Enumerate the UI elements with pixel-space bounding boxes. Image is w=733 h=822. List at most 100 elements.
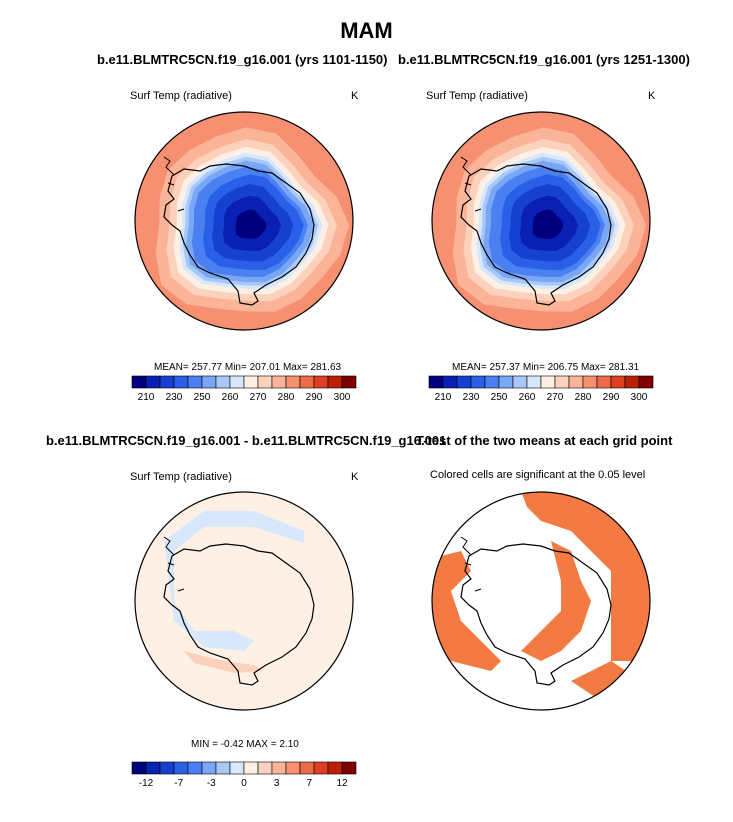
panel3-colorbar-swatch-5 [201, 761, 217, 775]
panel3-colorbar-swatch-7 [229, 761, 245, 775]
temperature-contour-band-10 [532, 209, 564, 239]
panel1-colorbar-swatch-3 [173, 375, 189, 389]
panel3-colorbar-tick-label: 0 [241, 778, 247, 789]
panel2-colorbar-tick-label: 230 [463, 392, 480, 403]
antarctica-coastline-islands [167, 182, 185, 212]
main-title: MAM [340, 18, 393, 43]
panel1-colorbar-swatch-9 [257, 375, 273, 389]
panel2-colorbar-swatch-7 [526, 375, 542, 389]
panel3-colorbar-tick-label: 12 [336, 778, 348, 789]
panel3-colorbar-tick-label: 7 [307, 778, 313, 789]
panel1-colorbar-swatch-10 [271, 375, 287, 389]
panel4-title: T-test of the two means at each grid poi… [416, 433, 673, 448]
panel1-colorbar-swatch-2 [159, 375, 175, 389]
panel2-variable-label: Surf Temp (radiative) [426, 90, 528, 102]
panel3-colorbar-swatch-3 [173, 761, 189, 775]
panel3-colorbar-swatch-14 [327, 761, 343, 775]
panel2-colorbar-swatch-4 [484, 375, 500, 389]
panel3-colorbar-swatch-15 [341, 761, 357, 775]
panel1-colorbar-swatch-0 [131, 375, 147, 389]
panel2-colorbar-tick-label: 260 [519, 392, 536, 403]
panel1-colorbar-swatch-15 [341, 375, 357, 389]
panel2-map-border [431, 111, 651, 331]
panel3-title: b.e11.BLMTRC5CN.f19_g16.001 - b.e11.BLMT… [46, 433, 447, 448]
panel2-colorbar-swatch-13 [610, 375, 626, 389]
panel1-colorbar-tick-label: 270 [250, 392, 267, 403]
panel3-colorbar-swatch-9 [257, 761, 273, 775]
panel3-variable-label: Surf Temp (radiative) [130, 471, 232, 483]
panel2-colorbar-tick-label: 270 [547, 392, 564, 403]
warm-difference-region [184, 651, 264, 673]
panel2-colorbar-swatch-15 [638, 375, 654, 389]
antarctica-coastline-islands [464, 562, 482, 592]
panel2-title: b.e11.BLMTRC5CN.f19_g16.001 (yrs 1251-13… [398, 52, 690, 67]
significant-cells-region-4 [571, 661, 641, 701]
antarctica-coastline-islands [167, 562, 185, 592]
panel2-colorbar-swatch-8 [540, 375, 556, 389]
panel3-colorbar-swatch-12 [299, 761, 315, 775]
panel2-colorbar-swatch-1 [442, 375, 458, 389]
panel2-colorbar-swatch-11 [582, 375, 598, 389]
panel2-map-content [432, 112, 650, 330]
panel2-colorbar-swatch-2 [456, 375, 472, 389]
panel2-colorbar-swatch-10 [568, 375, 584, 389]
panel1-colorbar-tick-label: 300 [334, 392, 351, 403]
panel4-significance-note: Colored cells are significant at the 0.0… [430, 469, 646, 481]
panel1-colorbar-swatch-7 [229, 375, 245, 389]
panel3-map [135, 492, 353, 710]
panel2-colorbar-tick-label: 300 [631, 392, 648, 403]
panel1-colorbar-swatch-4 [187, 375, 203, 389]
panel1-colorbar-swatch-1 [145, 375, 161, 389]
panel3-colorbar-tick-label: -3 [207, 778, 216, 789]
panel4-map-content [432, 492, 650, 710]
panel2-colorbar-swatch-14 [624, 375, 640, 389]
panel1-variable-label: Surf Temp (radiative) [130, 90, 232, 102]
panel1-colorbar-swatch-5 [201, 375, 217, 389]
panel3-colorbar-swatch-2 [159, 761, 175, 775]
panel2-colorbar-swatch-0 [428, 375, 444, 389]
panel1-colorbar-swatch-6 [215, 375, 231, 389]
panel3-colorbar-swatch-8 [243, 761, 259, 775]
panel2-map [432, 112, 650, 330]
panel3-colorbar-tick-label: -7 [174, 778, 183, 789]
panel3-units: K [351, 471, 359, 483]
panel1-colorbar-swatch-8 [243, 375, 259, 389]
panel3-map-content [135, 492, 353, 710]
panel4-map [432, 492, 650, 710]
antarctica-coastline-islands [464, 182, 482, 212]
panel1-colorbar-swatch-14 [327, 375, 343, 389]
panel1-map-content [135, 112, 353, 330]
antarctica-coastline-peninsula [163, 536, 175, 556]
panel2-colorbar-tick-label: 210 [435, 392, 452, 403]
antarctica-coastline-peninsula [460, 536, 472, 556]
panel1-colorbar-swatch-13 [313, 375, 329, 389]
panel2-units: K [648, 90, 656, 102]
panel1-title: b.e11.BLMTRC5CN.f19_g16.001 (yrs 1101-11… [97, 52, 388, 67]
antarctica-coastline-peninsula [163, 156, 175, 176]
difference-background [135, 492, 353, 710]
panel3-colorbar-swatch-0 [131, 761, 147, 775]
panel2-colorbar-swatch-12 [596, 375, 612, 389]
panel1-colorbar-swatch-11 [285, 375, 301, 389]
panel1-map-border [134, 111, 354, 331]
panel1-colorbar-tick-label: 250 [194, 392, 211, 403]
panel3-colorbar-swatch-1 [145, 761, 161, 775]
panel1-colorbar-tick-label: 290 [306, 392, 323, 403]
panel2-colorbar-tick-label: 280 [575, 392, 592, 403]
panel1-stats: MEAN= 257.77 Min= 207.01 Max= 281.63 [154, 362, 342, 373]
panel3-colorbar-swatch-6 [215, 761, 231, 775]
panel3-map-border [134, 491, 354, 711]
panel3-colorbar-tick-label: 3 [274, 778, 280, 789]
panel4-map-border [431, 491, 651, 711]
panel3-colorbar-swatch-4 [187, 761, 203, 775]
significant-cells-region-2 [432, 551, 501, 671]
panel3-colorbar-tick-label: -12 [139, 778, 154, 789]
panel2-colorbar-swatch-5 [498, 375, 514, 389]
panel3-colorbar-swatch-11 [285, 761, 301, 775]
panel3-stats: MIN = -0.42 MAX = 2.10 [191, 739, 299, 750]
panel2-colorbar-swatch-3 [470, 375, 486, 389]
panel2-colorbar-tick-label: 250 [491, 392, 508, 403]
panel1-colorbar-swatch-12 [299, 375, 315, 389]
panel3-colorbar-swatch-10 [271, 761, 287, 775]
